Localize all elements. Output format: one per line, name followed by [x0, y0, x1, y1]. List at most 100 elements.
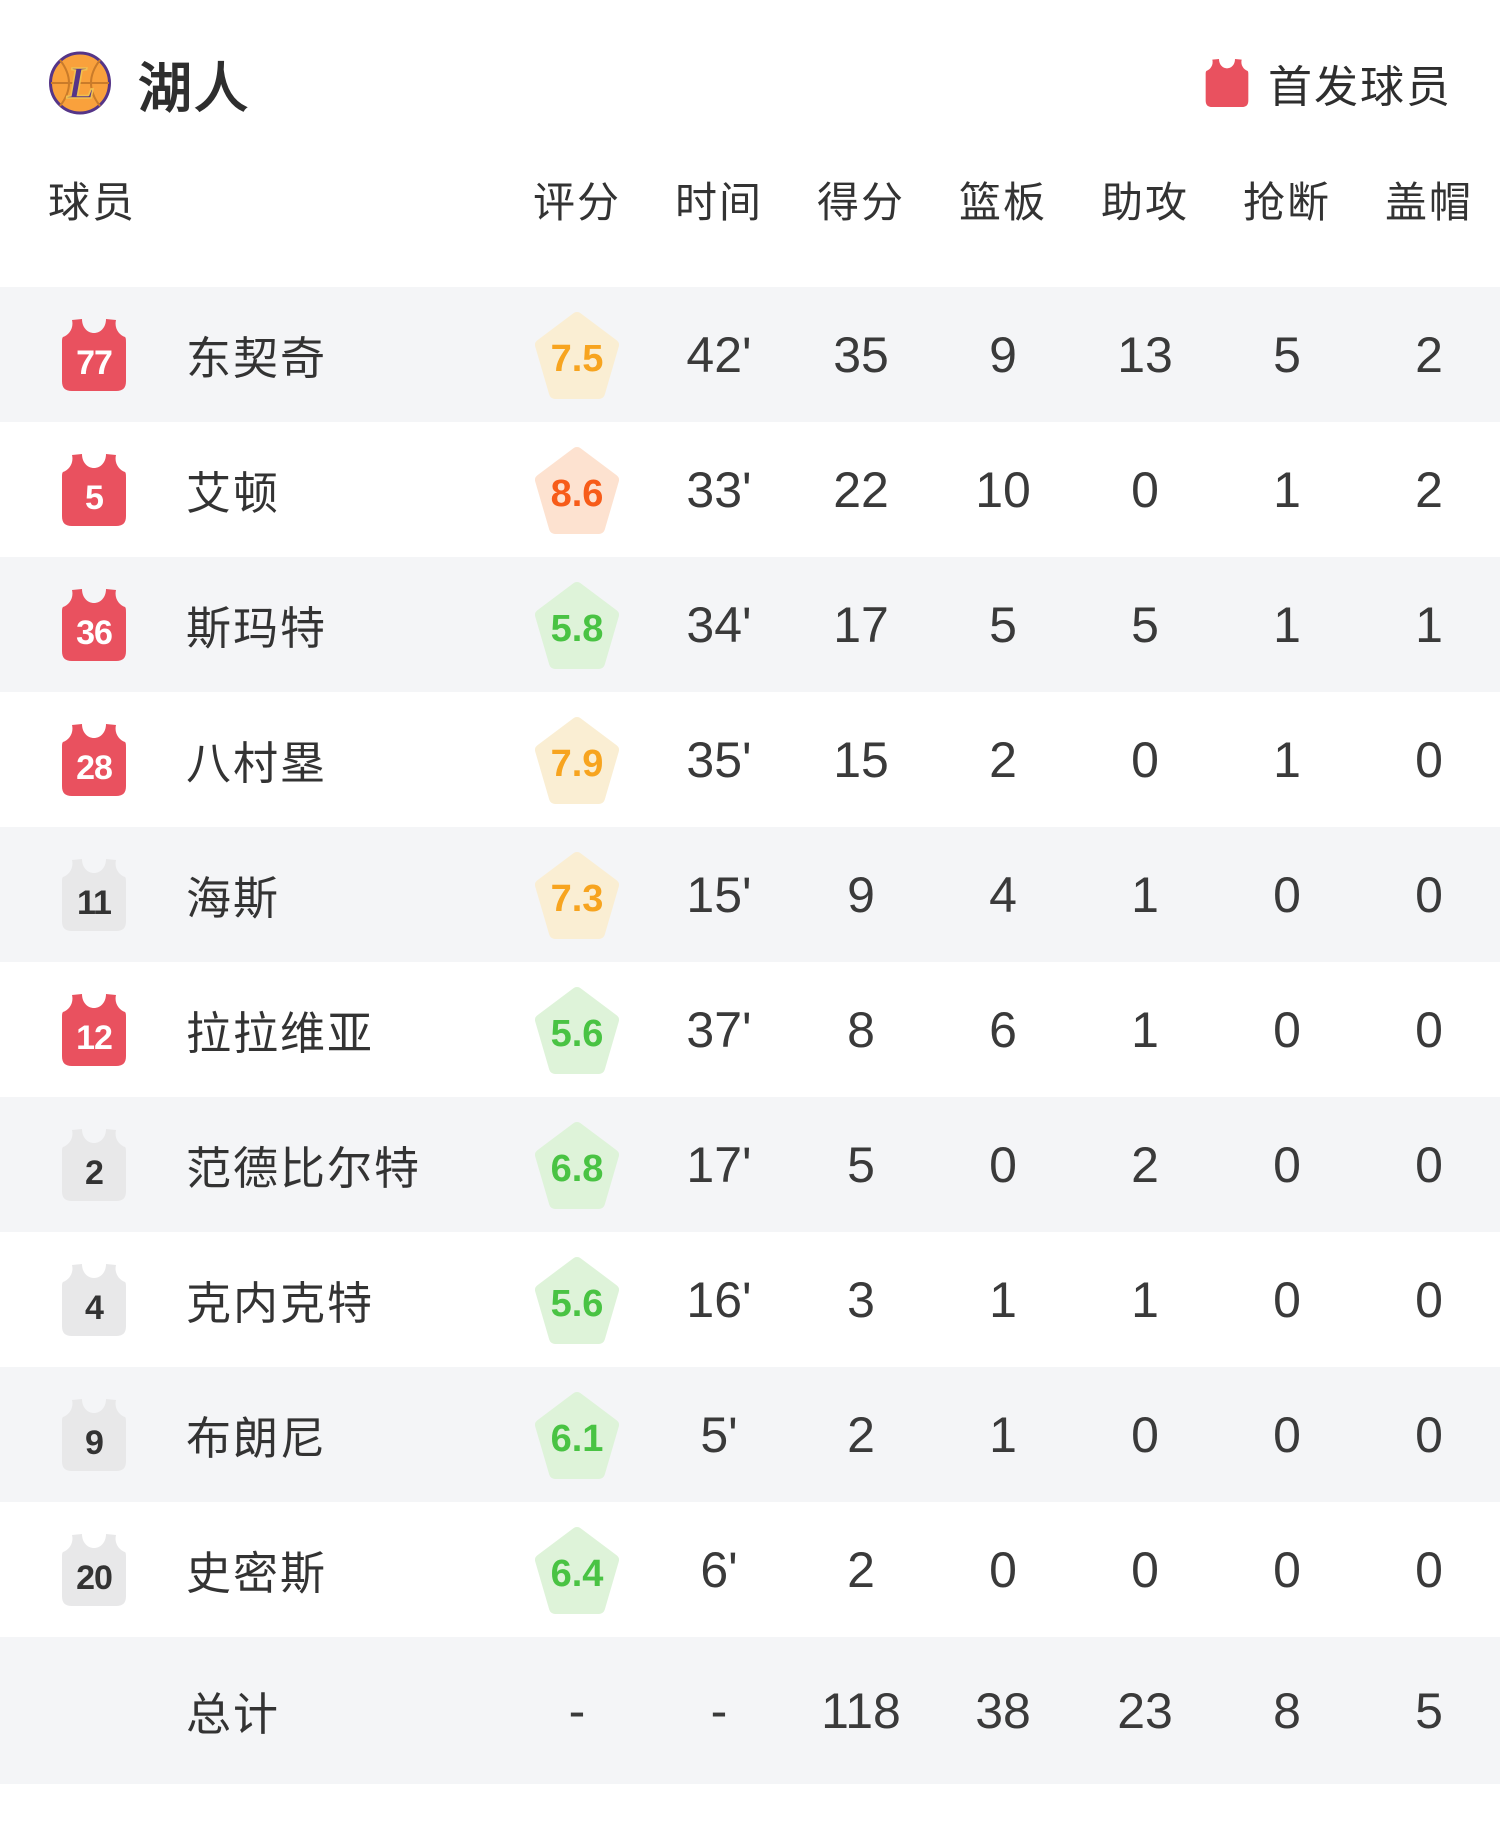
- player-name: 斯玛特: [186, 603, 328, 654]
- jersey-icon: 77: [60, 318, 128, 391]
- header-rebounds: 篮板: [958, 178, 1047, 226]
- stat-assists: 0: [1131, 731, 1159, 788]
- stat-points: 35: [833, 326, 889, 383]
- stat-points: 5: [847, 1136, 875, 1193]
- header-steals: 抢断: [1242, 178, 1331, 226]
- player-name: 东契奇: [186, 333, 328, 384]
- stat-steals: 0: [1273, 1271, 1301, 1328]
- stat-blocks: 0: [1415, 1001, 1443, 1058]
- stat-blocks: 0: [1415, 1541, 1443, 1598]
- stat-blocks: 0: [1415, 1136, 1443, 1193]
- svg-text:L: L: [66, 57, 95, 108]
- player-row[interactable]: 12 拉拉维亚 5.6 37' 8 6 1 0 0: [0, 962, 1500, 1097]
- rating-badge: 6.1: [535, 1390, 619, 1480]
- total-assists: 23: [1117, 1682, 1173, 1739]
- stat-points: 9: [847, 866, 875, 923]
- stat-time: 42': [686, 326, 752, 383]
- jersey-icon: 9: [60, 1398, 128, 1471]
- starter-jersey-icon: [1205, 59, 1249, 107]
- stat-time: 15': [686, 866, 752, 923]
- rating-badge: 6.4: [535, 1525, 619, 1615]
- player-name: 海斯: [186, 873, 281, 924]
- lakers-logo-icon: L: [49, 51, 111, 115]
- player-row[interactable]: 20 史密斯 6.4 6' 2 0 0 0 0: [0, 1502, 1500, 1637]
- rating-badge: 5.8: [535, 580, 619, 670]
- total-label: 总计: [186, 1689, 281, 1740]
- player-row[interactable]: 11 海斯 7.3 15' 9 4 1 0 0: [0, 827, 1500, 962]
- team-header: L 湖人: [48, 44, 250, 123]
- rating-cell: 7.5: [506, 310, 648, 400]
- rating-cell: 5.6: [506, 985, 648, 1075]
- player-name: 艾顿: [186, 468, 281, 519]
- stat-points: 8: [847, 1001, 875, 1058]
- table-header: 球员 评分 时间 得分 篮板 助攻 抢断 盖帽: [0, 170, 1500, 228]
- stat-assists: 0: [1131, 1541, 1159, 1598]
- stat-rebounds: 0: [989, 1136, 1017, 1193]
- stat-steals: 1: [1273, 731, 1301, 788]
- stat-steals: 0: [1273, 1136, 1301, 1193]
- stat-steals: 1: [1273, 596, 1301, 653]
- stat-steals: 0: [1273, 1001, 1301, 1058]
- rating-badge: 7.3: [535, 850, 619, 940]
- player-row[interactable]: 9 布朗尼 6.1 5' 2 1 0 0 0: [0, 1367, 1500, 1502]
- stat-rebounds: 9: [989, 326, 1017, 383]
- stat-steals: 0: [1273, 1541, 1301, 1598]
- jersey-number: 5: [85, 478, 104, 517]
- stat-time: 5': [700, 1406, 738, 1463]
- rating-value: 6.4: [550, 1553, 604, 1595]
- jersey-icon: 11: [60, 858, 128, 931]
- rating-value: 8.6: [550, 473, 604, 515]
- player-name: 史密斯: [186, 1548, 328, 1599]
- stat-points: 2: [847, 1541, 875, 1598]
- rating-cell: 5.6: [506, 1255, 648, 1345]
- stat-rebounds: 1: [989, 1406, 1017, 1463]
- header-blocks: 盖帽: [1384, 178, 1473, 226]
- player-row[interactable]: 77 东契奇 7.5 42' 35 9 13 5 2: [0, 287, 1500, 422]
- topbar: L 湖人 首发球员: [48, 48, 1452, 119]
- stat-blocks: 2: [1415, 326, 1443, 383]
- total-time: -: [710, 1682, 728, 1739]
- stat-time: 34': [686, 596, 752, 653]
- player-row[interactable]: 5 艾顿 8.6 33' 22 10 0 1 2: [0, 422, 1500, 557]
- stat-blocks: 0: [1415, 731, 1443, 788]
- player-table: 77 东契奇 7.5 42' 35 9 13 5 2 5 艾顿: [0, 287, 1500, 1637]
- player-name: 范德比尔特: [186, 1143, 422, 1194]
- stat-points: 22: [833, 461, 889, 518]
- player-name: 拉拉维亚: [186, 1008, 375, 1059]
- jersey-number: 11: [77, 883, 112, 922]
- header-player: 球员: [48, 178, 137, 226]
- stat-rebounds: 5: [989, 596, 1017, 653]
- stat-points: 15: [833, 731, 889, 788]
- rating-value: 7.5: [550, 338, 604, 380]
- total-points: 118: [821, 1682, 901, 1739]
- rating-cell: 6.8: [506, 1120, 648, 1210]
- jersey-number: 28: [76, 748, 113, 787]
- rating-value: 5.6: [550, 1283, 604, 1325]
- stat-points: 2: [847, 1406, 875, 1463]
- header-points: 得分: [816, 178, 905, 226]
- rating-badge: 5.6: [535, 985, 619, 1075]
- jersey-icon: 4: [60, 1263, 128, 1336]
- total-blocks: 5: [1415, 1682, 1443, 1739]
- player-row[interactable]: 2 范德比尔特 6.8 17' 5 0 2 0 0: [0, 1097, 1500, 1232]
- jersey-icon: 28: [60, 723, 128, 796]
- player-row[interactable]: 36 斯玛特 5.8 34' 17 5 5 1 1: [0, 557, 1500, 692]
- player-name: 八村塁: [186, 738, 328, 789]
- stat-steals: 1: [1273, 461, 1301, 518]
- player-row[interactable]: 28 八村塁 7.9 35' 15 2 0 1 0: [0, 692, 1500, 827]
- stat-blocks: 0: [1415, 1406, 1443, 1463]
- stat-time: 33': [686, 461, 752, 518]
- rating-cell: 7.9: [506, 715, 648, 805]
- stat-time: 37': [686, 1001, 752, 1058]
- jersey-number: 20: [76, 1558, 113, 1597]
- player-name: 克内克特: [186, 1278, 375, 1329]
- stat-assists: 0: [1131, 1406, 1159, 1463]
- rating-value: 5.8: [550, 608, 604, 650]
- rating-value: 7.9: [550, 743, 604, 785]
- player-row[interactable]: 4 克内克特 5.6 16' 3 1 1 0 0: [0, 1232, 1500, 1367]
- jersey-icon: 12: [60, 993, 128, 1066]
- jersey-number: 36: [76, 613, 113, 652]
- rating-cell: 8.6: [506, 445, 648, 535]
- header-rating: 评分: [532, 178, 621, 226]
- header-assists: 助攻: [1100, 178, 1189, 226]
